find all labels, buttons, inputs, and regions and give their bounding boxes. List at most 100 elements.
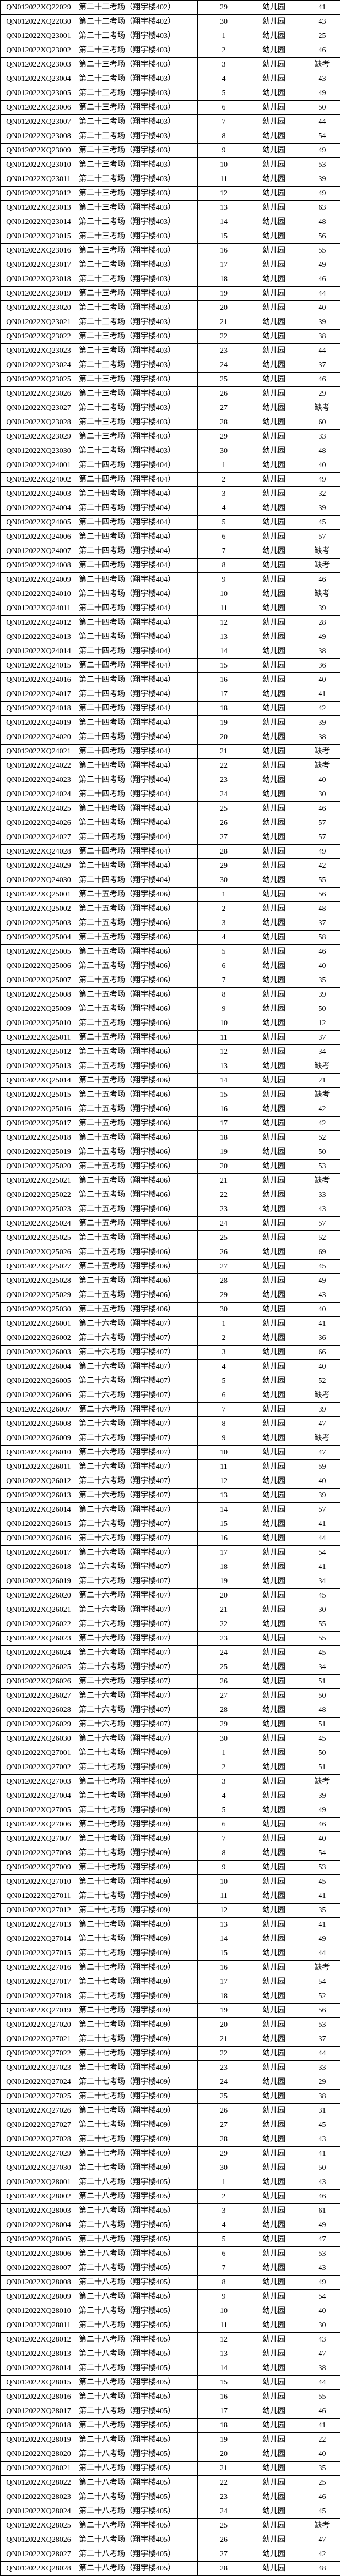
cell-exam-id: QN012022XQ23007 [0,114,77,129]
cell-room: 第二十七考场（翔宇楼409） [77,1874,198,1889]
cell-exam-id: QN012022XQ25005 [0,944,77,959]
cell-room: 第二十四考场（翔宇楼404） [77,544,198,559]
table-row: QN012022XQ26022 第二十六考场（翔宇楼407） 22 幼儿园 55 [0,1617,340,1632]
cell-seat: 8 [197,1416,250,1431]
cell-room: 第二十五考场（翔宇楼406） [77,1273,198,1288]
cell-seat: 20 [197,1588,250,1603]
cell-category: 幼儿园 [250,2461,298,2476]
table-row: QN012022XQ26016 第二十六考场（翔宇楼407） 16 幼儿园 44 [0,1531,340,1546]
table-row: QN012022XQ25007 第二十五考场（翔宇楼406） 7 幼儿园 35 [0,973,340,988]
cell-room: 第二十五考场（翔宇楼406） [77,959,198,973]
cell-seat: 4 [197,72,250,86]
cell-category: 幼儿园 [250,1130,298,1145]
cell-score: 33 [298,429,340,444]
cell-exam-id: QN012022XQ24027 [0,830,77,845]
table-row: QN012022XQ23018 第二十三考场（翔宇楼403） 18 幼儿园 46 [0,272,340,287]
cell-category: 幼儿园 [250,401,298,415]
cell-exam-id: QN012022XQ23012 [0,186,77,201]
cell-score: 30 [298,2318,340,2333]
cell-category: 幼儿园 [250,858,298,873]
cell-exam-id: QN012022XQ23002 [0,43,77,58]
table-row: QN012022XQ24007 第二十四考场（翔宇楼404） 7 幼儿园 缺考 [0,544,340,559]
cell-exam-id: QN012022XQ28010 [0,2304,77,2318]
table-row: QN012022XQ23009 第二十三考场（翔宇楼403） 9 幼儿园 49 [0,143,340,158]
cell-room: 第二十五考场（翔宇楼406） [77,944,198,959]
cell-room: 第二十八考场（翔宇楼405） [77,2504,198,2519]
table-row: QN012022XQ28026 第二十八考场（翔宇楼405） 26 幼儿园 47 [0,2533,340,2547]
cell-score: 40 [298,458,340,473]
cell-score: 42 [298,1102,340,1117]
cell-exam-id: QN012022XQ27006 [0,1817,77,1832]
cell-exam-id: QN012022XQ25026 [0,1245,77,1260]
cell-category: 幼儿园 [250,959,298,973]
cell-score: 42 [298,1116,340,1131]
cell-category: 幼儿园 [250,1574,298,1589]
cell-exam-id: QN012022XQ28027 [0,2547,77,2562]
cell-seat: 20 [197,300,250,315]
cell-seat: 18 [197,701,250,716]
table-row: QN012022XQ27018 第二十七考场（翔宇楼409） 18 幼儿园 52 [0,1989,340,2004]
cell-exam-id: QN012022XQ23027 [0,401,77,415]
cell-exam-id: QN012022XQ27002 [0,1760,77,1775]
cell-score: 49 [298,1803,340,1818]
cell-exam-id: QN012022XQ22029 [0,0,77,15]
table-row: QN012022XQ23027 第二十三考场（翔宇楼403） 27 幼儿园 缺考 [0,401,340,415]
table-row: QN012022XQ28012 第二十八考场（翔宇楼405） 12 幼儿园 43 [0,2332,340,2347]
cell-score: 45 [298,1259,340,1274]
cell-score: 39 [298,1402,340,1417]
cell-seat: 8 [197,987,250,1002]
cell-seat: 21 [197,2032,250,2047]
table-row: QN012022XQ27014 第二十七考场（翔宇楼409） 14 幼儿园 49 [0,1932,340,1946]
cell-category: 幼儿园 [250,730,298,745]
cell-score: 53 [298,1860,340,1875]
cell-score: 69 [298,1245,340,1260]
cell-exam-id: QN012022XQ28024 [0,2504,77,2519]
cell-score: 50 [298,1688,340,1703]
cell-seat: 22 [197,758,250,773]
cell-category: 幼儿园 [250,630,298,644]
cell-score: 59 [298,1459,340,1474]
cell-category: 幼儿园 [250,1688,298,1703]
cell-seat: 6 [197,1388,250,1403]
table-row: QN012022XQ23029 第二十三考场（翔宇楼403） 29 幼儿园 33 [0,429,340,444]
table-row: QN012022XQ27010 第二十七考场（翔宇楼409） 10 幼儿园 45 [0,1874,340,1889]
cell-seat: 18 [197,1989,250,2004]
table-row: QN012022XQ24021 第二十四考场（翔宇楼404） 21 幼儿园 缺考 [0,744,340,759]
cell-score: 34 [298,1660,340,1675]
cell-score: 49 [298,630,340,644]
table-row: QN012022XQ26006 第二十六考场（翔宇楼407） 6 幼儿园 缺考 [0,1388,340,1403]
cell-room: 第二十六考场（翔宇楼407） [77,1603,198,1617]
cell-exam-id: QN012022XQ28022 [0,2475,77,2490]
cell-score: 45 [298,1731,340,1746]
cell-score: 45 [298,2504,340,2519]
cell-score: 缺考 [298,1173,340,1188]
cell-score: 49 [298,86,340,101]
cell-seat: 17 [197,2404,250,2419]
cell-score: 39 [298,315,340,330]
cell-category: 幼儿园 [250,444,298,458]
cell-exam-id: QN012022XQ26030 [0,1731,77,1746]
cell-category: 幼儿园 [250,901,298,916]
cell-score: 41 [298,1560,340,1574]
cell-category: 幼儿园 [250,1889,298,1904]
cell-score: 45 [298,515,340,530]
cell-category: 幼儿园 [250,358,298,373]
cell-exam-id: QN012022XQ27030 [0,2161,77,2175]
cell-seat: 11 [197,1030,250,1045]
cell-score: 50 [298,1145,340,1160]
cell-exam-id: QN012022XQ23011 [0,172,77,187]
cell-room: 第二十四考场（翔宇楼404） [77,501,198,516]
cell-exam-id: QN012022XQ25014 [0,1073,77,1088]
cell-room: 第二十三考场（翔宇楼403） [77,329,198,344]
table-row: QN012022XQ26021 第二十六考场（翔宇楼407） 21 幼儿园 30 [0,1603,340,1617]
cell-room: 第二十四考场（翔宇楼404） [77,515,198,530]
cell-score: 54 [298,2289,340,2304]
cell-seat: 29 [197,2146,250,2161]
cell-exam-id: QN012022XQ24019 [0,715,77,730]
cell-score: 51 [298,1717,340,1732]
cell-seat: 23 [197,1202,250,1217]
cell-exam-id: QN012022XQ24018 [0,701,77,716]
table-row: QN012022XQ23004 第二十三考场（翔宇楼403） 4 幼儿园 43 [0,72,340,86]
cell-exam-id: QN012022XQ26001 [0,1316,77,1331]
